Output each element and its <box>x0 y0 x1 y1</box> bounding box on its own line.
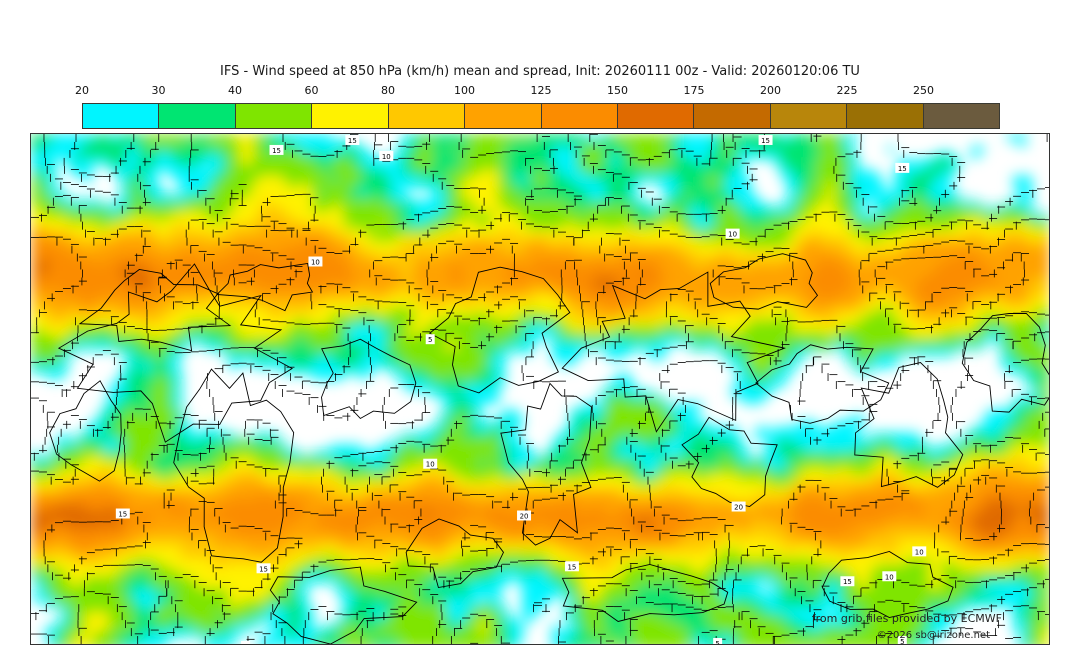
contour-label: 5 <box>425 334 435 344</box>
wind-speed-field: 15 15 10 15 15 10 10 5 10 20 20 15 15 15 15 10 10 5 5 5 <box>31 134 1049 644</box>
colorbar <box>82 103 1000 129</box>
colorbar-tick-150: 150 <box>607 84 628 97</box>
colorbar-tick-225: 225 <box>836 84 858 97</box>
attribution-copyright: ©2026 sb@irizone.net <box>876 630 990 641</box>
colorbar-tick-40: 40 <box>228 84 242 97</box>
contour-label: 10 <box>912 546 927 556</box>
map-panel[interactable]: 15 15 10 15 15 10 10 5 10 20 20 15 15 15 15 10 10 5 5 5 <box>30 133 1050 645</box>
contour-label: 15 <box>758 134 773 145</box>
contour-label: 10 <box>725 228 740 239</box>
contour-label: 5 <box>897 636 907 644</box>
contour-label: 5 <box>241 641 251 644</box>
colorbar-band-4 <box>388 104 466 128</box>
colorbar-band-10 <box>847 104 924 128</box>
colorbar-band-0 <box>83 104 160 128</box>
colorbar-tick-175: 175 <box>683 84 705 97</box>
contour-label: 10 <box>379 150 394 161</box>
colorbar-band-11 <box>923 104 1000 128</box>
contour-label: 20 <box>517 510 532 520</box>
colorbar-tick-100: 100 <box>454 84 475 97</box>
contour-label: 5 <box>713 638 723 644</box>
contour-label: 15 <box>895 162 910 173</box>
contour-label: 15 <box>345 134 360 145</box>
colorbar-tick-60: 60 <box>304 84 319 97</box>
colorbar-band-7 <box>617 104 695 128</box>
colorbar-tick-125: 125 <box>530 84 552 97</box>
contour-label: 10 <box>882 571 897 581</box>
contour-label: 15 <box>256 563 271 573</box>
contour-label: 10 <box>423 458 438 469</box>
colorbar-band-9 <box>770 104 848 128</box>
colorbar-band-1 <box>159 104 236 128</box>
contour-label: 20 <box>731 501 746 512</box>
contour-label: 10 <box>308 256 323 266</box>
contour-label: 15 <box>564 561 579 571</box>
colorbar-band-3 <box>312 104 389 128</box>
contour-label: 15 <box>840 576 855 586</box>
colorbar-tick-20: 20 <box>75 84 89 97</box>
colorbar-band-6 <box>541 104 618 128</box>
colorbar-band-2 <box>235 104 313 128</box>
colorbar-tick-30: 30 <box>151 84 166 97</box>
contour-label: 15 <box>115 508 130 518</box>
attribution-source: from grib files provided by ECMWF <box>811 612 1002 625</box>
colorbar-tick-200: 200 <box>760 84 781 97</box>
colorbar-band-8 <box>694 104 771 128</box>
contour-label: 15 <box>269 144 284 155</box>
colorbar-tick-80: 80 <box>381 84 395 97</box>
colorbar-band-5 <box>465 104 542 128</box>
colorbar-tick-250: 250 <box>913 84 934 97</box>
page-title: IFS - Wind speed at 850 hPa (km/h) mean … <box>220 64 860 79</box>
